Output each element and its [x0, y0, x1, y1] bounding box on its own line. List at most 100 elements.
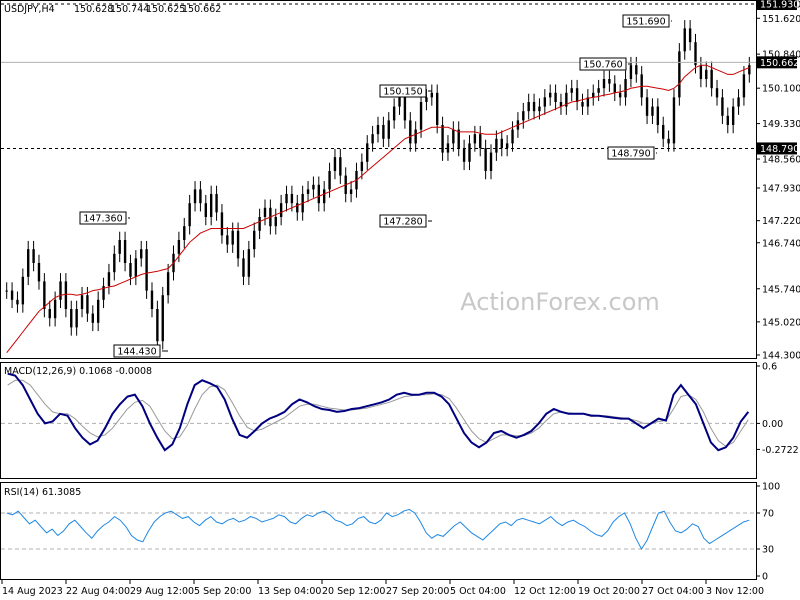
level-badge: [757, 56, 797, 69]
candle-body: [651, 106, 654, 116]
candle-body: [193, 189, 197, 204]
candle-body: [253, 230, 256, 250]
candle-body: [118, 239, 121, 254]
candle-body: [339, 157, 342, 176]
candle-body: [32, 249, 35, 263]
candle-body: [43, 281, 46, 309]
candle-body: [70, 308, 73, 328]
candle-body: [457, 129, 460, 148]
candle-body: [296, 203, 299, 213]
candle-body: [645, 97, 649, 116]
candle-body: [742, 74, 746, 98]
candle-body: [705, 69, 708, 79]
candle-body: [452, 129, 455, 144]
candle-body: [398, 97, 401, 107]
candle-body: [129, 262, 132, 277]
candle-body: [726, 115, 729, 125]
candle-body: [624, 78, 627, 98]
candle-body: [226, 235, 229, 245]
rsi-tick-label: 30: [762, 545, 774, 556]
candle-body: [715, 88, 719, 98]
candle-body: [96, 299, 100, 323]
price-tick-label: 147.930: [762, 184, 800, 195]
candle-body: [371, 134, 374, 144]
candle-body: [425, 97, 428, 102]
candle-body: [263, 207, 267, 217]
candle-body: [199, 189, 202, 204]
candle-body: [53, 299, 57, 319]
annotation-label: 148.790: [611, 149, 650, 160]
price-tick-label: 145.740: [762, 284, 800, 295]
candle-body: [306, 189, 310, 194]
time-tick-label: 19 Oct 20:00: [578, 586, 640, 597]
level-badge: [757, 0, 797, 10]
candle-body: [748, 65, 751, 75]
time-tick-label: 20 Sep 12:00: [322, 586, 385, 597]
candle-body: [382, 124, 385, 139]
candle-body: [183, 226, 186, 240]
candle-body: [140, 249, 143, 259]
annotation-148.790: 148.790: [607, 146, 657, 160]
candle-body: [667, 138, 670, 144]
level-badge-label: 150.662: [760, 58, 799, 69]
macd-tick-label: -0.2722: [762, 445, 799, 456]
annotation-box: [379, 214, 427, 228]
candle-body: [602, 78, 606, 89]
annotation-label: 147.360: [83, 214, 122, 225]
candle-body: [656, 106, 660, 125]
candle-body: [204, 203, 207, 217]
candle-body: [586, 97, 590, 107]
price-tick-label: 147.220: [762, 216, 800, 227]
candle-body: [328, 170, 331, 190]
candle-body: [64, 281, 68, 309]
price-tick-label: 145.020: [762, 317, 800, 328]
candle-body: [48, 308, 51, 319]
candle-body: [387, 120, 390, 139]
candle-body: [134, 258, 138, 277]
annotation-150.150: 150.150: [379, 84, 432, 98]
annotation-box: [579, 57, 627, 71]
annotation-151.690: 151.690: [622, 14, 672, 28]
candle-body: [188, 203, 191, 227]
price-title: USDJPY,H4: [4, 4, 55, 15]
candle-body: [731, 106, 735, 125]
candle-body: [258, 216, 261, 231]
candle-body: [145, 249, 148, 291]
candle-body: [113, 253, 116, 273]
candle-body: [360, 161, 364, 171]
candle-body: [581, 101, 584, 107]
candle-body: [21, 276, 25, 305]
candle-body: [559, 101, 563, 107]
time-tick-label: 27 Oct 04:00: [642, 586, 704, 597]
candle-body: [236, 230, 240, 259]
candle-body: [489, 152, 493, 171]
candle-body: [231, 230, 234, 245]
candle-body: [430, 92, 434, 98]
candle-body: [247, 249, 251, 277]
candle-body: [694, 42, 697, 66]
rsi-title: RSI(14) 61.3085: [4, 487, 81, 498]
candle-body: [737, 97, 740, 107]
annotation-label: 150.760: [583, 60, 622, 71]
candle-body: [597, 88, 600, 93]
time-tick-label: 5 Oct 04:00: [450, 586, 506, 597]
annotation-147.280: 147.280: [379, 214, 432, 228]
candle-body: [75, 308, 78, 328]
level-badge-label: 151.930: [760, 0, 799, 11]
candle-body: [10, 290, 14, 300]
price-tick-label: 151.620: [762, 14, 800, 25]
annotation-label: 144.430: [117, 347, 156, 358]
candle-body: [613, 83, 616, 93]
candle-body: [349, 189, 353, 194]
candle-body: [285, 193, 288, 204]
annotation-150.760: 150.760: [579, 57, 632, 71]
candle-body: [317, 184, 321, 204]
annotation-144.430: 144.430: [113, 344, 168, 358]
candle-body: [479, 134, 482, 148]
level-badge: [757, 142, 797, 155]
price-low: 150.625: [146, 4, 185, 15]
rsi-panel: [0, 482, 757, 580]
annotation-box: [607, 146, 655, 160]
candle-body: [102, 285, 105, 300]
candle-body: [220, 212, 224, 236]
